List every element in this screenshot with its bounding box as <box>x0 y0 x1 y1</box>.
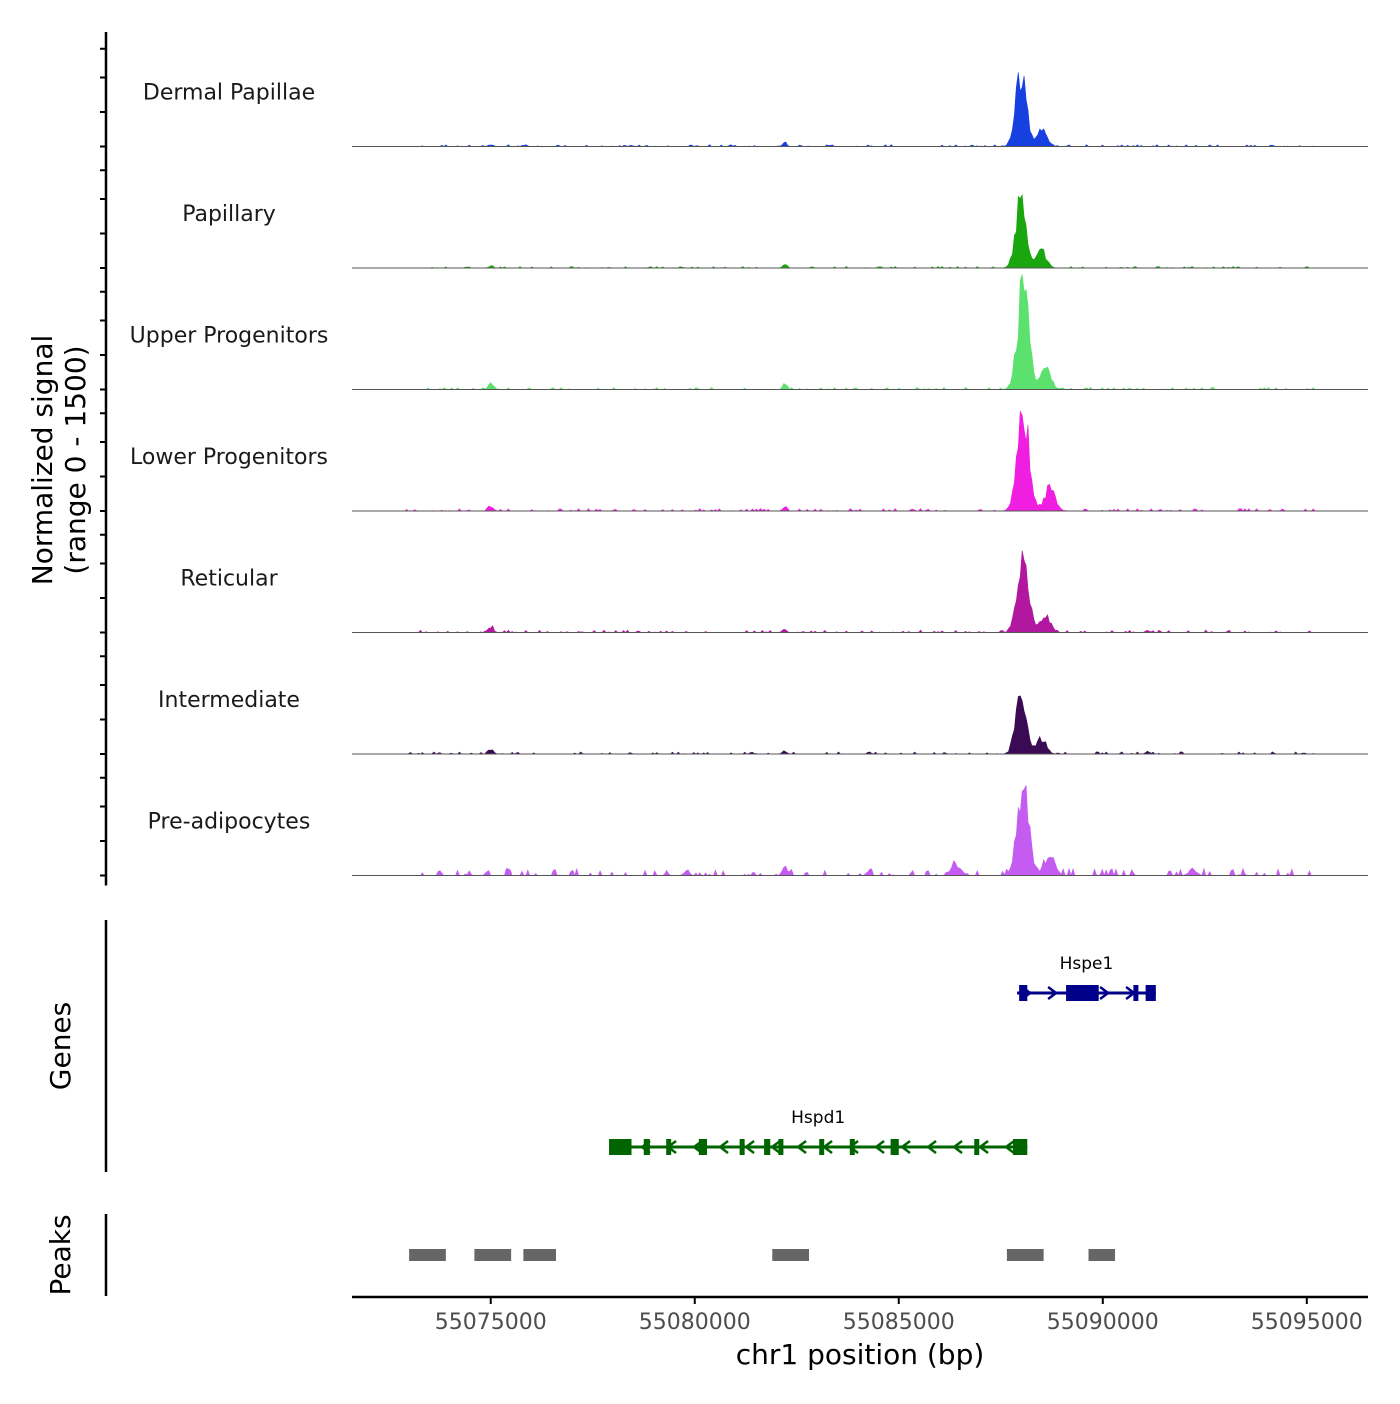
x-axis-title: chr1 position (bp) <box>736 1338 985 1371</box>
track-label: Pre-adipocytes <box>148 810 311 835</box>
track-upper-progenitors: Upper Progenitors <box>100 274 1368 391</box>
strand-arrow <box>795 1140 807 1154</box>
track-papillary: Papillary <box>100 169 1368 269</box>
gene-exon <box>609 1139 632 1155</box>
strand-arrow <box>1047 986 1059 1000</box>
strand-arrow <box>743 1140 755 1154</box>
strand-arrow <box>873 1140 885 1154</box>
gene-exon <box>778 1139 784 1155</box>
signal-area <box>352 410 1368 512</box>
y-axis-range: (range 0 - 1500) <box>59 345 92 574</box>
track-label: Papillary <box>182 202 276 227</box>
x-axis: 55075000 55080000 55085000 55090000 55095000 <box>352 1295 1368 1335</box>
genes-panel-title: Genes <box>44 1002 77 1090</box>
track-label: Upper Progenitors <box>130 324 329 349</box>
gene-exon <box>1133 985 1139 1001</box>
track-label: Intermediate <box>158 688 300 713</box>
signal-area <box>352 695 1368 755</box>
strand-arrow <box>925 1140 937 1154</box>
signal-area <box>352 274 1368 390</box>
track-label: Lower Progenitors <box>130 445 328 470</box>
gene-exon <box>849 1139 855 1155</box>
peak-region <box>523 1249 557 1261</box>
track-dermal-papillae: Dermal Papillae <box>100 47 1368 148</box>
gene-exon <box>643 1139 650 1155</box>
x-tick-label: 55075000 <box>435 1310 547 1335</box>
gene-exon <box>1145 985 1156 1001</box>
gene-hspe1: Hspe1 <box>1017 954 1156 1001</box>
x-tick-label: 55090000 <box>1047 1310 1159 1335</box>
gene-hspd1: Hspd1 <box>609 1108 1028 1155</box>
peak-region <box>1088 1249 1116 1261</box>
peaks-panel <box>104 1214 1116 1296</box>
gene-exon <box>890 1139 899 1155</box>
strand-arrow <box>717 1140 729 1154</box>
signal-area <box>352 550 1368 633</box>
peak-region <box>1006 1249 1044 1261</box>
gene-exon <box>1066 985 1099 1001</box>
strand-arrow <box>951 1140 963 1154</box>
gene-exon <box>698 1139 707 1155</box>
coverage-panel: Dermal Papillae Papillary Upper Progenitor… <box>100 32 1368 886</box>
track-label: Dermal Papillae <box>143 81 315 106</box>
gene-exon <box>666 1139 672 1155</box>
gene-exon <box>764 1139 771 1155</box>
strand-arrow <box>977 1140 989 1154</box>
gene-exon <box>1019 985 1028 1001</box>
peak-region <box>474 1249 512 1261</box>
track-pre-adipocytes: Pre-adipocytes <box>100 776 1368 877</box>
track-reticular: Reticular <box>100 533 1368 634</box>
gene-label: Hspd1 <box>791 1108 845 1128</box>
x-tick-label: 55085000 <box>843 1310 955 1335</box>
genes-panel: Hspe1 Hspd1 <box>104 920 1156 1172</box>
strand-arrow <box>1099 986 1111 1000</box>
gene-label: Hspe1 <box>1060 954 1114 974</box>
x-tick-label: 55080000 <box>639 1310 751 1335</box>
track-intermediate: Intermediate <box>100 655 1368 755</box>
track-label: Reticular <box>180 567 278 592</box>
y-axis-title: Normalized signal <box>26 335 59 586</box>
signal-area <box>352 193 1368 269</box>
x-tick-label: 55095000 <box>1251 1310 1363 1335</box>
gene-exon <box>1013 1139 1028 1155</box>
peak-region <box>409 1249 446 1261</box>
strand-arrow <box>769 1140 781 1154</box>
gene-exon <box>739 1139 745 1155</box>
peaks-panel-title: Peaks <box>44 1214 77 1295</box>
strand-arrow <box>1003 1140 1015 1154</box>
gene-exon <box>974 1139 980 1155</box>
gene-exon <box>819 1139 825 1155</box>
signal-area <box>352 785 1368 877</box>
peak-region <box>772 1249 809 1261</box>
signal-area <box>352 72 1368 147</box>
strand-arrow <box>899 1140 911 1154</box>
track-lower-progenitors: Lower Progenitors <box>100 410 1368 512</box>
